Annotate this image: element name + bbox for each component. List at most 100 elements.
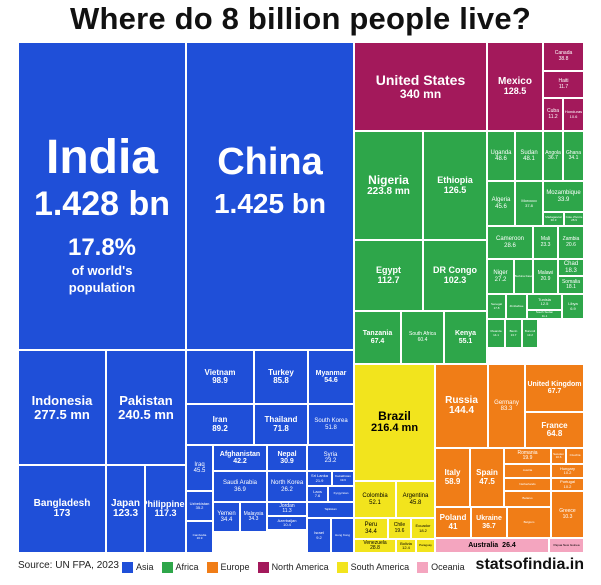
treemap-cell-bolivia: Bolivia 12.4 — [396, 539, 416, 553]
cell-value: 47.5 — [479, 476, 495, 486]
cell-value: 45.8 — [409, 499, 422, 506]
cell-label: Belgium — [523, 519, 535, 524]
cell-value: 37.8 — [525, 202, 533, 208]
treemap-cell-mozambique: Mozambique 33.9 — [543, 181, 584, 212]
cell-label: Iran — [212, 415, 228, 425]
treemap-cell-syria: Syria 23.2 — [307, 445, 354, 471]
treemap-cell-japan: Japan 123.3 — [106, 465, 145, 553]
cell-label: North Korea — [270, 480, 304, 487]
treemap-cell-yemen: Yemen 34.4 — [213, 502, 240, 532]
treemap-cell-uzbekistan: Uzbekistan 35.2 — [186, 491, 213, 521]
cell-value: 30.3 — [550, 218, 557, 222]
cell-label: Burkina Faso — [514, 273, 533, 278]
treemap-cell-tajikistan: Tajikistan — [307, 502, 354, 518]
treemap-cell-ghana: Ghana 34.1 — [563, 131, 584, 181]
cell-label: China — [217, 141, 323, 183]
cell-value: 7.6 — [314, 493, 321, 498]
treemap-cell-tunisia: Tunisia 12.5 — [527, 294, 562, 310]
cell-label: Bangladesh — [33, 497, 91, 509]
cell-label: Malaysia — [243, 510, 264, 517]
treemap-cell-niger: Niger 27.2 — [487, 259, 514, 294]
cell-label: Niger — [493, 270, 508, 277]
cell-value: 45.5 — [193, 468, 206, 474]
cell-label: Tanzania — [362, 330, 393, 338]
cell-value: 85.8 — [273, 376, 289, 385]
treemap-cell-india: India 1.428 bn 17.8% of world's population — [18, 42, 186, 350]
cell-value: 9.2 — [316, 534, 322, 540]
cell-label: India — [45, 131, 158, 184]
cell-value: 41 — [448, 521, 458, 531]
treemap-cell-pakistan: Pakistan 240.5 mn — [106, 350, 186, 465]
treemap-cell-united-states: United States 340 mn — [354, 42, 487, 131]
cell-label: Netherlands — [519, 481, 536, 486]
treemap-cell-peru: Peru 34.4 — [354, 518, 388, 539]
treemap-cell-france: France 64.8 — [525, 412, 584, 448]
cell-label: Nepal — [277, 450, 297, 458]
cell-value: 34.4 — [365, 528, 377, 535]
cell-label: Saudi Arabia — [222, 480, 258, 487]
treemap-cell-netherlands: Netherlands — [504, 478, 551, 491]
cell-value: 23.2 — [324, 458, 337, 464]
treemap-cell-somalia: Somalia 18.1 — [558, 276, 584, 294]
treemap-cell-israel: Israel 9.2 — [307, 518, 331, 553]
cell-label: Ghana — [565, 149, 581, 156]
treemap-cell-romania: Romania 19.9 — [504, 448, 551, 464]
cell-label: Madagascar — [545, 214, 562, 219]
cell-value: 16.9 — [196, 536, 203, 540]
treemap-cell-portugal: Portugal 10.2 — [551, 478, 584, 491]
treemap-cell-rwanda: Rwanda 14.1 — [487, 319, 505, 348]
treemap-cell-italy: Italy 58.9 — [435, 448, 470, 507]
cell-value: 1.425 bn — [213, 187, 327, 219]
cell-value: 128.5 — [503, 86, 527, 97]
cell-value: 36.7 — [482, 522, 496, 530]
treemap-cell-australia: Australia 26.4 — [435, 538, 549, 553]
treemap-cell-morocco: Morocco 37.8 — [515, 181, 543, 226]
cell-value: 10.4 — [283, 522, 291, 527]
cell-value: 10.6 — [555, 455, 562, 459]
treemap-cell-greece: Greece 10.3 — [551, 491, 584, 538]
treemap-cell-kenya: Kenya 55.1 — [444, 311, 487, 364]
cell-value: 11.7 — [558, 83, 569, 90]
cell-value: 240.5 mn — [118, 406, 174, 422]
cell-label: Kenya — [454, 330, 476, 338]
cell-label: Algeria — [491, 197, 511, 204]
cell-value: 10.2 — [563, 470, 572, 475]
treemap-cell-algeria: Algeria 45.6 — [487, 181, 515, 226]
cell-label: Yemen — [217, 510, 236, 517]
cell-value: 83.3 — [500, 406, 513, 412]
cell-label: Russia — [445, 394, 478, 406]
cell-label: Indonesia — [31, 392, 93, 408]
treemap-cell-chad: Chad 18.3 — [558, 259, 584, 276]
chart-title: Where do 8 billion people live? — [70, 1, 531, 36]
treemap-cell-senegal: Senegal 17.8 — [487, 294, 506, 319]
legend-item-oceania: Oceania — [417, 561, 465, 573]
treemap-cell-china: China 1.425 bn — [186, 42, 354, 350]
cell-label: Romania — [517, 449, 538, 456]
cell-value: 52.1 — [369, 499, 381, 506]
cell-label: South Africa — [409, 331, 436, 338]
cell-label: Argentina — [402, 493, 429, 500]
cell-label: Sri Lanka — [311, 473, 328, 479]
treemap-cell-united-kingdom: United Kingdom 67.7 — [525, 364, 584, 412]
cell-label: Kazakhstan — [335, 474, 351, 479]
treemap-cell-saudi-arabia: Saudi Arabia 36.9 — [213, 471, 267, 502]
treemap-cell-argentina: Argentina 45.8 — [396, 481, 435, 518]
treemap-cell-burkina-faso: Burkina Faso — [514, 259, 533, 294]
cell-label: Poland — [439, 513, 467, 523]
cell-value: 18.2 — [419, 527, 427, 533]
legend: Asia Africa Europe North America South Ameri… — [122, 560, 473, 574]
cell-label: South Korea — [314, 418, 348, 425]
cell-label: Brazil — [378, 409, 411, 424]
treemap-cell-cuba: Cuba 11.2 — [543, 98, 563, 131]
treemap-cell-indonesia: Indonesia 277.5 mn — [18, 350, 106, 465]
treemap-cell-dr-congo: DR Congo 102.3 — [423, 240, 487, 311]
cell-value: 89.2 — [212, 423, 228, 433]
cell-label: Haiti — [558, 78, 569, 85]
cell-value: 277.5 mn — [34, 406, 90, 422]
cell-label: Cambodia — [192, 532, 207, 537]
cell-value: 23.3 — [540, 241, 551, 248]
treemap-cell-belgium: Belgium — [507, 507, 551, 538]
cell-value: 112.7 — [377, 274, 400, 285]
cell-label: Pakistan — [119, 392, 173, 408]
cell-label: Canada — [554, 50, 573, 57]
